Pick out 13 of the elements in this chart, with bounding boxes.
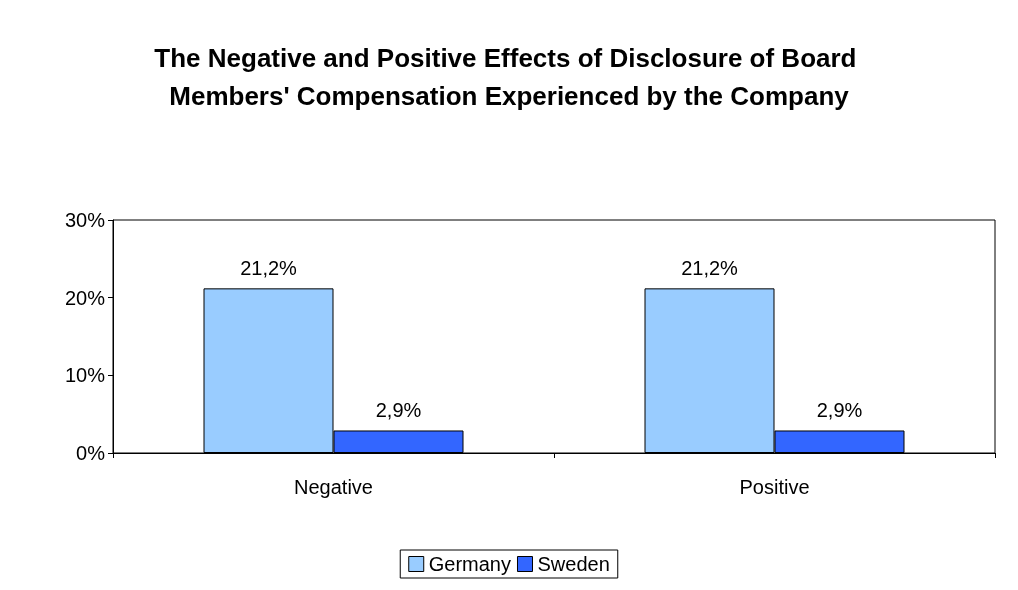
y-tick-label: 20% <box>64 286 106 309</box>
y-tick-label: 30% <box>64 209 106 231</box>
chart-title: The Negative and Positive Effects of Disclosure of Board Members' Compensation Experienced by the Company <box>154 43 864 111</box>
legend-label: Germany <box>428 553 511 575</box>
x-tick-label: Positive <box>739 476 810 498</box>
legend-label: Sweden <box>537 553 610 575</box>
data-label: 21,2% <box>240 257 298 280</box>
data-label: 2,9% <box>816 399 863 422</box>
data-label: 2,9% <box>375 399 422 422</box>
y-tick-label: 0% <box>76 442 106 464</box>
y-tick-label: 10% <box>64 364 106 387</box>
data-label: 21,2% <box>681 257 739 280</box>
x-tick-label: Negative <box>294 476 373 498</box>
